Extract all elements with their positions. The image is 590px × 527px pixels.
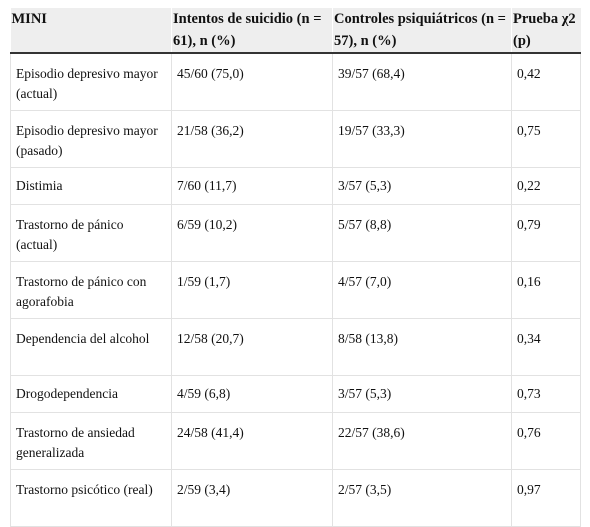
table-body: Episodio depresivo mayor (actual) 45/60 … [10, 52, 581, 527]
suicide-attempts-value: 21/58 (36,2) [171, 110, 333, 168]
mini-comparison-table: MINI Intentos de suicidio (n = 61), n (%… [10, 8, 581, 527]
controls-value: 19/57 (33,3) [332, 110, 512, 168]
p-value: 0,34 [511, 318, 581, 376]
suicide-attempts-value: 45/60 (75,0) [171, 52, 333, 111]
table-row: Trastorno de ansiedad generalizada 24/58… [10, 412, 581, 470]
table-row: Episodio depresivo mayor (actual) 45/60 … [10, 52, 581, 111]
p-value: 0,22 [511, 167, 581, 205]
header-chi-square-test: Prueba χ2 (p) [511, 8, 581, 54]
suicide-attempts-value: 2/59 (3,4) [171, 469, 333, 527]
p-value: 0,97 [511, 469, 581, 527]
header-suicide-attempts: Intentos de suicidio (n = 61), n (%) [171, 8, 333, 54]
table-row: Episodio depresivo mayor (pasado) 21/58 … [10, 110, 581, 168]
row-label: Drogodependencia [10, 375, 172, 413]
suicide-attempts-value: 1/59 (1,7) [171, 261, 333, 319]
table-header: MINI Intentos de suicidio (n = 61), n (%… [10, 8, 581, 54]
row-label: Trastorno de ansiedad generalizada [10, 412, 172, 470]
table-row: Drogodependencia 4/59 (6,8) 3/57 (5,3) 0… [10, 375, 581, 413]
table-row: Trastorno de pánico (actual) 6/59 (10,2)… [10, 204, 581, 262]
suicide-attempts-value: 7/60 (11,7) [171, 167, 333, 205]
table-row: Distimia 7/60 (11,7) 3/57 (5,3) 0,22 [10, 167, 581, 205]
p-value: 0,76 [511, 412, 581, 470]
controls-value: 3/57 (5,3) [332, 167, 512, 205]
controls-value: 39/57 (68,4) [332, 52, 512, 111]
controls-value: 8/58 (13,8) [332, 318, 512, 376]
suicide-attempts-value: 6/59 (10,2) [171, 204, 333, 262]
controls-value: 4/57 (7,0) [332, 261, 512, 319]
controls-value: 3/57 (5,3) [332, 375, 512, 413]
controls-value: 2/57 (3,5) [332, 469, 512, 527]
results-table-container: MINI Intentos de suicidio (n = 61), n (%… [10, 8, 581, 527]
header-mini: MINI [10, 8, 172, 54]
controls-value: 22/57 (38,6) [332, 412, 512, 470]
table-row: Trastorno de pánico con agorafobia 1/59 … [10, 261, 581, 319]
row-label: Trastorno de pánico con agorafobia [10, 261, 172, 319]
header-psychiatric-controls: Controles psiquiátricos (n = 57), n (%) [332, 8, 512, 54]
table-row: Trastorno psicótico (real) 2/59 (3,4) 2/… [10, 469, 581, 527]
row-label: Dependencia del alcohol [10, 318, 172, 376]
p-value: 0,42 [511, 52, 581, 111]
controls-value: 5/57 (8,8) [332, 204, 512, 262]
header-row: MINI Intentos de suicidio (n = 61), n (%… [10, 8, 581, 54]
suicide-attempts-value: 4/59 (6,8) [171, 375, 333, 413]
p-value: 0,73 [511, 375, 581, 413]
table-row: Dependencia del alcohol 12/58 (20,7) 8/5… [10, 318, 581, 376]
row-label: Trastorno de pánico (actual) [10, 204, 172, 262]
p-value: 0,75 [511, 110, 581, 168]
suicide-attempts-value: 12/58 (20,7) [171, 318, 333, 376]
row-label: Episodio depresivo mayor (actual) [10, 52, 172, 111]
p-value: 0,79 [511, 204, 581, 262]
row-label: Distimia [10, 167, 172, 205]
suicide-attempts-value: 24/58 (41,4) [171, 412, 333, 470]
row-label: Episodio depresivo mayor (pasado) [10, 110, 172, 168]
p-value: 0,16 [511, 261, 581, 319]
row-label: Trastorno psicótico (real) [10, 469, 172, 527]
